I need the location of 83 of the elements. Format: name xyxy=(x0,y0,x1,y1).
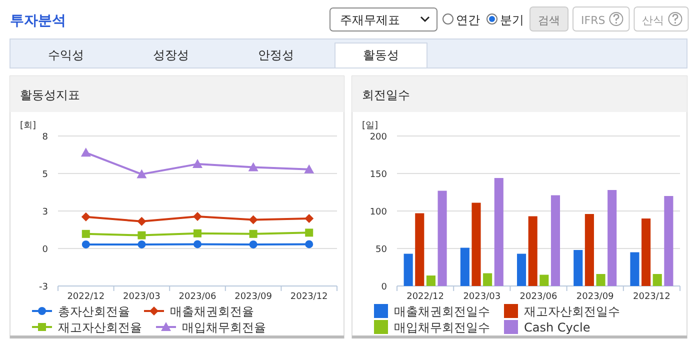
point xyxy=(194,240,202,248)
x-tick-label: 2023/06 xyxy=(178,292,216,302)
bar xyxy=(494,178,504,286)
bar xyxy=(426,276,436,286)
text: 산식 xyxy=(642,14,664,27)
bar xyxy=(415,213,424,286)
text: 연간 xyxy=(456,13,480,27)
legend-label: 총자산회전율 xyxy=(58,304,130,318)
bar xyxy=(483,273,492,286)
point xyxy=(248,162,258,172)
point xyxy=(192,159,202,168)
bar xyxy=(642,218,651,286)
point xyxy=(137,216,146,226)
y-tick-label: 50 xyxy=(376,245,388,255)
point xyxy=(248,215,258,224)
bar xyxy=(630,252,640,286)
text: 활동성 xyxy=(363,48,399,62)
legend-label: 매입채무회전일수 xyxy=(394,320,490,334)
bar xyxy=(608,190,617,286)
point xyxy=(305,240,314,248)
bar xyxy=(652,274,662,286)
y-tick-label: 200 xyxy=(370,132,388,142)
y-tick-label: 3 xyxy=(42,208,48,218)
x-tick-label: 2023/03 xyxy=(463,292,501,302)
legend-label: 재고자산회전율 xyxy=(58,320,142,334)
point xyxy=(81,212,90,222)
y-axis-title: [일] xyxy=(362,121,378,131)
x-tick-label: 2022/12 xyxy=(406,292,444,302)
y-tick-label: 0 xyxy=(42,245,48,255)
text: 분기 xyxy=(500,13,524,27)
point xyxy=(305,228,314,237)
bar xyxy=(438,190,447,286)
y-tick-label: 150 xyxy=(370,170,388,180)
bar xyxy=(574,250,583,286)
point xyxy=(193,212,202,222)
x-tick-label: 2023/12 xyxy=(290,292,328,302)
point xyxy=(138,240,146,248)
point xyxy=(194,229,202,238)
point xyxy=(304,214,314,223)
point xyxy=(138,231,146,240)
text: 수익성 xyxy=(48,48,84,62)
point xyxy=(249,230,258,238)
point xyxy=(82,230,90,238)
chart-title: 회전일수 xyxy=(362,88,410,102)
y-tick-label: 8 xyxy=(42,132,48,142)
y-tick-label: 5 xyxy=(42,170,48,180)
bar xyxy=(664,196,674,286)
bar xyxy=(528,216,538,286)
bar xyxy=(540,274,549,286)
bar xyxy=(550,195,560,286)
legend-label: 매출채권회전율 xyxy=(170,304,254,318)
x-tick-label: 2023/09 xyxy=(234,292,272,302)
text: 검색 xyxy=(538,14,560,27)
legend-label: 매입채무회전율 xyxy=(182,320,266,334)
text: 투자분석 xyxy=(10,13,66,29)
point xyxy=(82,240,90,248)
point xyxy=(80,148,91,157)
y-tick-label: 100 xyxy=(370,208,388,218)
point xyxy=(136,169,147,178)
bar xyxy=(596,274,606,286)
y-tick-label: 0 xyxy=(381,282,388,292)
bar xyxy=(460,248,470,286)
legend-label: Cash Cycle xyxy=(524,320,590,334)
y-axis-title: [회] xyxy=(20,121,36,131)
bar xyxy=(404,254,413,286)
y-tick-label: -3 xyxy=(39,282,48,292)
point xyxy=(249,240,258,248)
chart-title: 활동성지표 xyxy=(20,88,80,102)
legend-label: 매출채권회전일수 xyxy=(394,304,490,318)
text: 주재무제표 xyxy=(340,13,400,27)
x-tick-label: 2023/06 xyxy=(520,292,558,302)
x-tick-label: 2023/12 xyxy=(633,292,670,302)
x-tick-label: 2023/09 xyxy=(576,292,614,302)
bar xyxy=(584,214,594,286)
text: 안정성 xyxy=(258,48,294,62)
legend-label: 재고자산회전일수 xyxy=(524,304,620,318)
text: IFRS xyxy=(581,14,606,27)
bar xyxy=(472,202,481,286)
x-tick-label: 2022/12 xyxy=(67,292,105,302)
point xyxy=(304,164,314,174)
text: 성장성 xyxy=(153,48,189,62)
bar xyxy=(516,254,526,286)
x-tick-label: 2023/03 xyxy=(123,292,160,302)
